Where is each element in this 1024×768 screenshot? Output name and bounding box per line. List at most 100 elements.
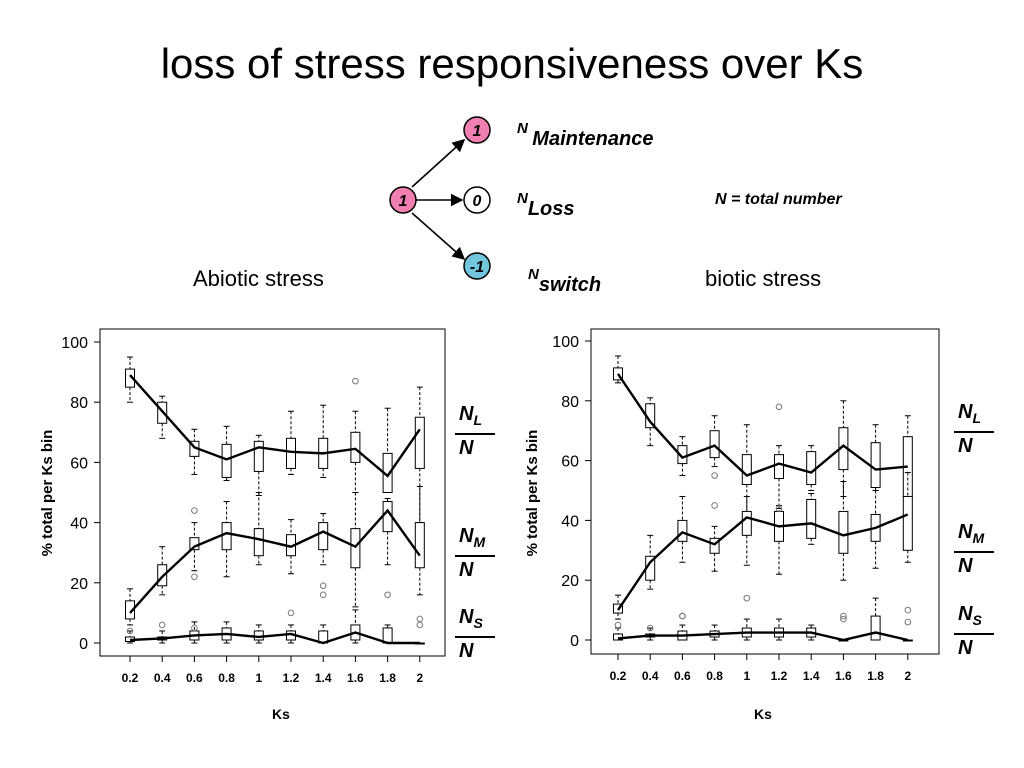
x-tick-label: 0.6 bbox=[674, 669, 691, 683]
switch-node: -1 bbox=[463, 252, 491, 280]
x-tick-label: 0.4 bbox=[642, 669, 659, 683]
outlier-point bbox=[319, 582, 327, 590]
maintenance-node-label: 1 bbox=[473, 123, 482, 140]
box bbox=[709, 430, 720, 459]
outlier-point bbox=[352, 377, 359, 385]
source-node: 1 bbox=[389, 186, 417, 214]
x-tick-label: 1.6 bbox=[347, 671, 364, 685]
box bbox=[902, 495, 913, 551]
outlier-point bbox=[711, 502, 718, 509]
outlier-point bbox=[775, 505, 783, 512]
x-tick-label: 2 bbox=[416, 671, 423, 685]
box bbox=[125, 368, 135, 388]
x-tick-label: 1.4 bbox=[315, 671, 332, 685]
x-tick-label: 0.8 bbox=[706, 669, 723, 683]
outlier-point bbox=[646, 624, 654, 632]
outlier-point bbox=[191, 573, 198, 581]
outlier-point bbox=[126, 627, 134, 635]
box bbox=[221, 522, 232, 551]
box bbox=[806, 498, 817, 539]
outlier-point bbox=[319, 591, 327, 599]
x-axis-title: Ks bbox=[272, 706, 290, 722]
x-tick-label: 1.8 bbox=[867, 669, 884, 683]
outlier-point bbox=[614, 621, 622, 629]
y-axis-title: % total per Ks bin bbox=[524, 430, 541, 557]
series-line bbox=[129, 508, 421, 614]
outlier-point bbox=[840, 612, 847, 620]
plot-frame bbox=[590, 328, 940, 655]
outlier-point bbox=[904, 606, 912, 614]
y-tick-label: 40 bbox=[70, 516, 88, 533]
maintenance-node: 1 bbox=[463, 116, 491, 144]
box bbox=[870, 442, 881, 489]
transition-diagram: 1 1 0 -1 bbox=[389, 116, 491, 280]
box bbox=[253, 630, 264, 641]
loss-node: 0 bbox=[463, 186, 491, 214]
box bbox=[741, 510, 752, 536]
box bbox=[253, 528, 264, 557]
box bbox=[709, 537, 720, 554]
outlier-point bbox=[679, 612, 686, 620]
outlier-point bbox=[191, 624, 198, 632]
x-tick-label: 0.2 bbox=[610, 669, 627, 683]
label-switch: Nswitch bbox=[528, 266, 602, 296]
series-line bbox=[617, 513, 909, 611]
fraction-nm-left: NM N bbox=[455, 525, 497, 581]
switch-node-label: -1 bbox=[470, 259, 484, 276]
fraction-nl-left: NL N bbox=[455, 403, 497, 459]
box bbox=[350, 431, 361, 463]
fraction-ns-right: NS N bbox=[954, 603, 996, 659]
y-tick-label: 0 bbox=[79, 636, 88, 653]
x-axis-title: Ks bbox=[754, 706, 772, 722]
x-tick-label: 0.6 bbox=[186, 671, 203, 685]
x-tick-label: 1.4 bbox=[803, 669, 820, 683]
outlier-point bbox=[384, 591, 391, 599]
biotic-stress-chart: 0 20 40 60 80 100 0.2 0.4 0.6 0.8 1 1.2 1.4 1.6 1.8 2 Ks… bbox=[524, 328, 940, 722]
box bbox=[414, 416, 425, 469]
outlier-point bbox=[775, 403, 783, 411]
abiotic-stress-chart: 0 20 40 60 80 100 0.2 0.4 0.6 0.8 1 1.2 1.4 1.6 1.8 2 Ks… bbox=[39, 328, 446, 722]
x-tick-label: 0.2 bbox=[122, 671, 139, 685]
box bbox=[286, 437, 296, 469]
box bbox=[350, 528, 361, 569]
arrow-to-maintenance bbox=[411, 138, 466, 188]
box bbox=[774, 454, 784, 480]
x-tick-label: 1 bbox=[743, 669, 750, 683]
x-tick-label: 1.6 bbox=[835, 669, 852, 683]
box bbox=[414, 522, 425, 569]
x-tick-label: 1.2 bbox=[771, 669, 788, 683]
box bbox=[125, 600, 135, 620]
y-tick-label: 80 bbox=[561, 394, 579, 411]
y-tick-label: 40 bbox=[561, 513, 579, 530]
box bbox=[677, 445, 688, 465]
fraction-nm-right: NM N bbox=[954, 521, 996, 577]
x-tick-label: 1.8 bbox=[379, 671, 396, 685]
y-tick-label: 60 bbox=[561, 454, 579, 471]
x-tick-label: 1.2 bbox=[283, 671, 300, 685]
y-tick-label: 20 bbox=[70, 576, 88, 593]
outlier-point bbox=[191, 507, 198, 514]
box bbox=[838, 510, 849, 554]
loss-node-label: 0 bbox=[473, 193, 482, 210]
y-tick-label: 100 bbox=[552, 334, 579, 351]
box bbox=[221, 443, 232, 478]
source-node-label: 1 bbox=[399, 193, 408, 210]
fraction-ns-left: NS N bbox=[455, 606, 497, 662]
y-tick-label: 100 bbox=[61, 335, 88, 352]
box bbox=[253, 440, 264, 472]
y-tick-label: 0 bbox=[570, 633, 579, 650]
y-axis-title: % total per Ks bin bbox=[39, 430, 56, 557]
box bbox=[870, 615, 881, 641]
y-tick-label: 80 bbox=[70, 395, 88, 412]
outlier-point bbox=[904, 618, 912, 626]
y-tick-label: 20 bbox=[561, 573, 579, 590]
box bbox=[741, 454, 752, 486]
box bbox=[806, 451, 817, 486]
outlier-point bbox=[416, 621, 424, 629]
x-tick-label: 2 bbox=[904, 669, 911, 683]
label-loss: NLoss bbox=[517, 190, 575, 220]
biotic-panel-title: biotic stress bbox=[705, 266, 822, 291]
outlier-point bbox=[158, 621, 166, 629]
box bbox=[318, 522, 329, 551]
series-line bbox=[129, 374, 421, 478]
